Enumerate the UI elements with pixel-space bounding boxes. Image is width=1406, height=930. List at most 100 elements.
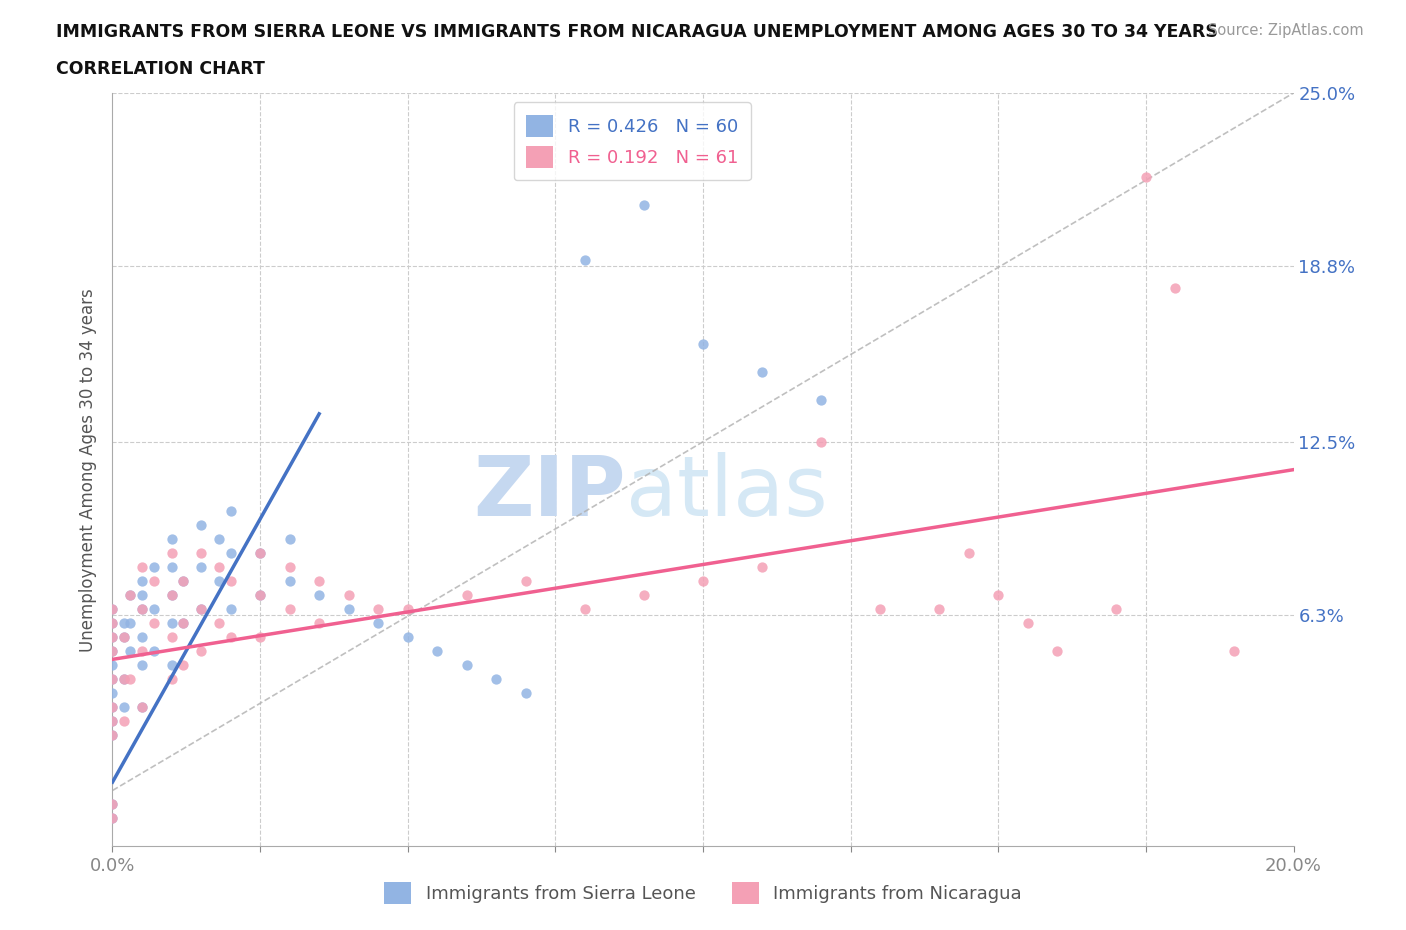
Point [142, 616, 165, 631]
Point [692, 574, 714, 589]
Point [131, 644, 153, 658]
Point [131, 602, 153, 617]
Point [142, 574, 165, 589]
Point [751, 560, 773, 575]
Point [101, 616, 124, 631]
Point [131, 630, 153, 644]
Point [928, 602, 950, 617]
Point [1164, 281, 1187, 296]
Point [101, 727, 124, 742]
Point [160, 658, 183, 672]
Legend: Immigrants from Sierra Leone, Immigrants from Nicaragua: Immigrants from Sierra Leone, Immigrants… [377, 875, 1029, 911]
Point [101, 699, 124, 714]
Y-axis label: Unemployment Among Ages 30 to 34 years: Unemployment Among Ages 30 to 34 years [79, 287, 97, 652]
Point [120, 671, 142, 686]
Point [101, 811, 124, 826]
Point [131, 574, 153, 589]
Point [485, 671, 508, 686]
Point [172, 574, 194, 589]
Point [190, 602, 212, 617]
Point [172, 658, 194, 672]
Point [219, 630, 242, 644]
Point [112, 630, 135, 644]
Point [337, 602, 360, 617]
Point [131, 560, 153, 575]
Point [249, 546, 271, 561]
Point [142, 560, 165, 575]
Point [208, 560, 231, 575]
Text: CORRELATION CHART: CORRELATION CHART [56, 60, 266, 78]
Point [101, 671, 124, 686]
Point [172, 574, 194, 589]
Point [101, 797, 124, 812]
Point [101, 727, 124, 742]
Point [249, 588, 271, 603]
Point [131, 699, 153, 714]
Point [208, 616, 231, 631]
Point [396, 602, 419, 617]
Point [190, 546, 212, 561]
Point [278, 602, 301, 617]
Point [957, 546, 980, 561]
Point [751, 365, 773, 379]
Point [396, 630, 419, 644]
Point [219, 504, 242, 519]
Point [131, 588, 153, 603]
Point [101, 699, 124, 714]
Point [112, 699, 135, 714]
Point [142, 644, 165, 658]
Point [101, 811, 124, 826]
Point [160, 671, 183, 686]
Point [308, 588, 330, 603]
Point [172, 616, 194, 631]
Point [219, 574, 242, 589]
Point [101, 644, 124, 658]
Point [633, 197, 655, 212]
Point [249, 546, 271, 561]
Point [208, 532, 231, 547]
Point [120, 616, 142, 631]
Point [190, 644, 212, 658]
Point [120, 644, 142, 658]
Point [160, 588, 183, 603]
Point [142, 602, 165, 617]
Point [456, 658, 478, 672]
Point [160, 630, 183, 644]
Point [278, 560, 301, 575]
Point [101, 797, 124, 812]
Point [101, 616, 124, 631]
Point [308, 616, 330, 631]
Point [692, 337, 714, 352]
Point [112, 616, 135, 631]
Point [1105, 602, 1128, 617]
Point [367, 616, 389, 631]
Point [120, 588, 142, 603]
Point [574, 253, 596, 268]
Point [308, 574, 330, 589]
Point [112, 671, 135, 686]
Point [633, 588, 655, 603]
Legend: R = 0.426   N = 60, R = 0.192   N = 61: R = 0.426 N = 60, R = 0.192 N = 61 [513, 102, 751, 180]
Point [112, 713, 135, 728]
Point [101, 658, 124, 672]
Text: Source: ZipAtlas.com: Source: ZipAtlas.com [1208, 23, 1364, 38]
Point [112, 671, 135, 686]
Point [367, 602, 389, 617]
Point [101, 630, 124, 644]
Point [1223, 644, 1246, 658]
Point [219, 546, 242, 561]
Point [249, 588, 271, 603]
Point [278, 574, 301, 589]
Point [987, 588, 1010, 603]
Point [112, 630, 135, 644]
Point [101, 602, 124, 617]
Point [190, 602, 212, 617]
Point [515, 685, 537, 700]
Point [160, 546, 183, 561]
Point [160, 616, 183, 631]
Point [337, 588, 360, 603]
Point [574, 602, 596, 617]
Point [101, 602, 124, 617]
Point [278, 532, 301, 547]
Point [515, 574, 537, 589]
